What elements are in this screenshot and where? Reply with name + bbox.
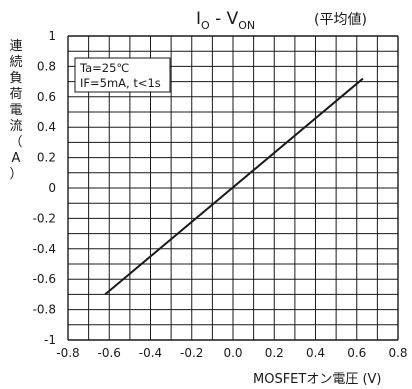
y-tick-label: -1 [44, 333, 56, 347]
chart-title: IO - VON [196, 9, 255, 32]
y-axis-label-char: 荷 [9, 87, 22, 102]
condition-forward-current: IF=5mA, t<1s [80, 76, 161, 90]
x-tick-label: 0.8 [388, 346, 407, 360]
y-tick-label: 0.6 [37, 90, 56, 104]
y-axis-label-char: ） [9, 167, 22, 182]
x-axis-label: MOSFETオン電圧 (V) [253, 372, 382, 387]
x-tick-label: 0.0 [223, 346, 242, 360]
y-axis-label-char: 流 [9, 119, 22, 134]
conditions-box: Ta=25℃ IF=5mA, t<1s [74, 57, 171, 93]
y-axis-label-char: 電 [9, 103, 22, 118]
y-tick-label: -0.8 [33, 303, 56, 317]
x-tick-label: -0.2 [180, 346, 203, 360]
y-tick-label: 0 [48, 181, 56, 195]
x-tick-label: 0.2 [265, 346, 284, 360]
series [104, 77, 364, 296]
y-tick-label: -0.2 [33, 211, 56, 225]
series-line [104, 77, 364, 296]
x-tick-label: -0.8 [56, 346, 79, 360]
x-tick-label: -0.4 [139, 346, 162, 360]
grid [67, 35, 399, 341]
y-tick-label: 0.4 [37, 120, 56, 134]
y-axis-label-char: A [12, 151, 21, 166]
condition-temperature: Ta=25℃ [79, 61, 129, 75]
y-axis-label-char: 負 [9, 71, 22, 86]
x-tick-labels: -0.8 -0.6 -0.4 -0.2 0.0 0.2 0.4 0.6 0.8 [56, 346, 407, 360]
y-tick-label: -0.6 [33, 272, 56, 286]
x-tick-label: 0.4 [306, 346, 325, 360]
y-tick-label: 0.8 [37, 59, 56, 73]
conditions-box-frame [74, 57, 171, 93]
x-tick-label: 0.6 [347, 346, 366, 360]
y-tick-label: -0.4 [33, 242, 56, 256]
y-tick-label: 0.2 [37, 151, 56, 165]
y-axis-label-char: 続 [9, 55, 22, 70]
chart-note: (平均値) [314, 12, 367, 28]
y-axis-label-char: 連 [9, 39, 22, 54]
y-tick-labels: 1 0.8 0.6 0.4 0.2 0 -0.2 -0.4 -0.6 -0.8 -1 [33, 29, 56, 347]
x-tick-label: -0.6 [98, 346, 121, 360]
y-axis-label-char: （ [9, 135, 22, 150]
y-tick-label: 1 [48, 29, 56, 43]
